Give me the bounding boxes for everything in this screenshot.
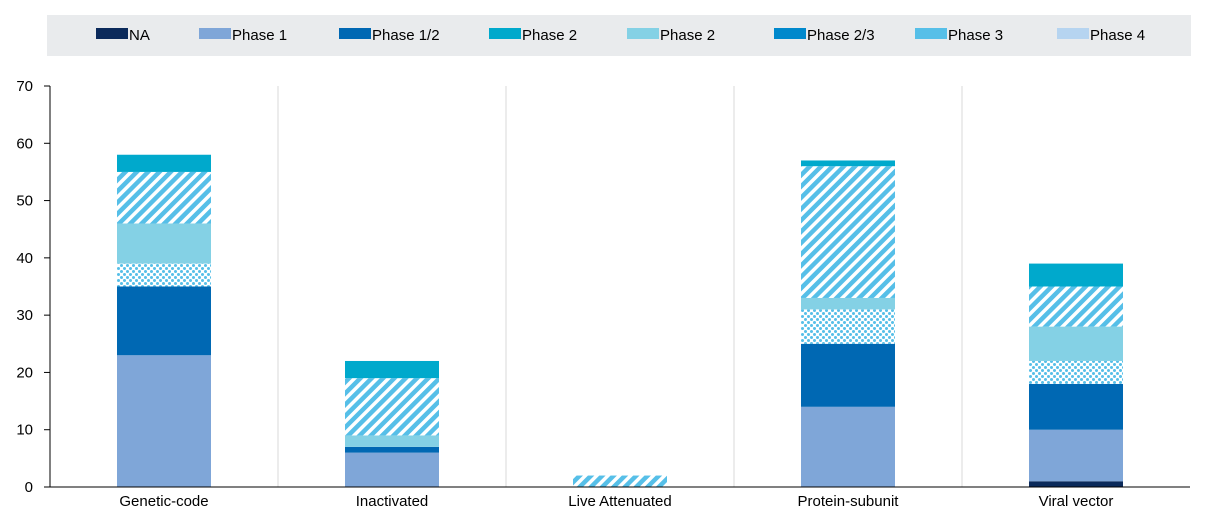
legend-swatch <box>1057 28 1089 39</box>
bar-segment <box>345 360 439 379</box>
legend-label: Phase 1 <box>232 27 287 44</box>
bar-segment <box>117 223 211 264</box>
bar-segment <box>117 154 211 172</box>
legend-swatch <box>627 28 659 39</box>
bar-segment <box>1029 481 1123 487</box>
legend-label: Phase 2/3 <box>807 27 875 44</box>
legend-swatch <box>96 28 128 39</box>
y-tick-label: 30 <box>16 307 33 324</box>
bar-segment <box>117 263 211 287</box>
bars <box>117 154 1123 487</box>
x-tick-label: Live Attenuated <box>568 493 671 510</box>
bar-segment <box>801 166 895 298</box>
x-tick-label: Protein-subunit <box>798 493 900 510</box>
y-tick-label: 0 <box>25 479 33 496</box>
x-tick-label: Genetic-code <box>119 493 208 510</box>
bar-segment <box>117 171 211 224</box>
bar-segment <box>345 435 439 447</box>
y-tick-label: 50 <box>16 193 33 210</box>
legend-swatch <box>339 28 371 39</box>
bar-segment <box>801 343 895 407</box>
legend-label: Phase 3 <box>948 27 1003 44</box>
legend-swatch <box>774 28 806 39</box>
bar-segment <box>345 452 439 487</box>
bar-segment <box>117 286 211 356</box>
legend-label: Phase 1/2 <box>372 27 440 44</box>
bar-segment <box>801 160 895 167</box>
legend-swatch <box>915 28 947 39</box>
legend-label: Phase 2 <box>660 27 715 44</box>
legend-background <box>47 15 1191 56</box>
grid <box>277 86 963 487</box>
bar-segment <box>1029 263 1123 287</box>
bar-segment <box>801 297 895 310</box>
legend-label: Phase 2 <box>522 27 577 44</box>
bar-segment <box>573 475 667 487</box>
y-tick-label: 60 <box>16 135 33 152</box>
bar-segment <box>1029 286 1123 327</box>
x-tick-label: Inactivated <box>356 493 429 510</box>
bar-segment <box>1029 383 1123 430</box>
x-tick-label: Viral vector <box>1039 493 1114 510</box>
bar-segment <box>345 446 439 453</box>
y-tick-label: 10 <box>16 422 33 439</box>
bar-segment <box>1029 326 1123 361</box>
y-tick-label: 20 <box>16 364 33 381</box>
legend-label: NA <box>129 27 150 44</box>
bar-segment <box>345 378 439 436</box>
legend-label: Phase 4 <box>1090 27 1145 44</box>
y-tick-label: 70 <box>16 78 33 95</box>
axes: 0 10 20 30 40 50 60 70 Genetic-code Inactivated Li… <box>16 78 1190 510</box>
y-tick-label: 40 <box>16 250 33 267</box>
bar-segment <box>117 355 211 487</box>
legend-swatch <box>199 28 231 39</box>
bar-segment <box>801 309 895 344</box>
bar-segment <box>1029 429 1123 482</box>
bar-segment <box>801 406 895 487</box>
legend: NA Phase 1 Phase 1/2 Phase 2 Phase 2 Phase 2/… <box>96 27 1145 44</box>
bar-segment <box>1029 360 1123 384</box>
legend-swatch <box>489 28 521 39</box>
